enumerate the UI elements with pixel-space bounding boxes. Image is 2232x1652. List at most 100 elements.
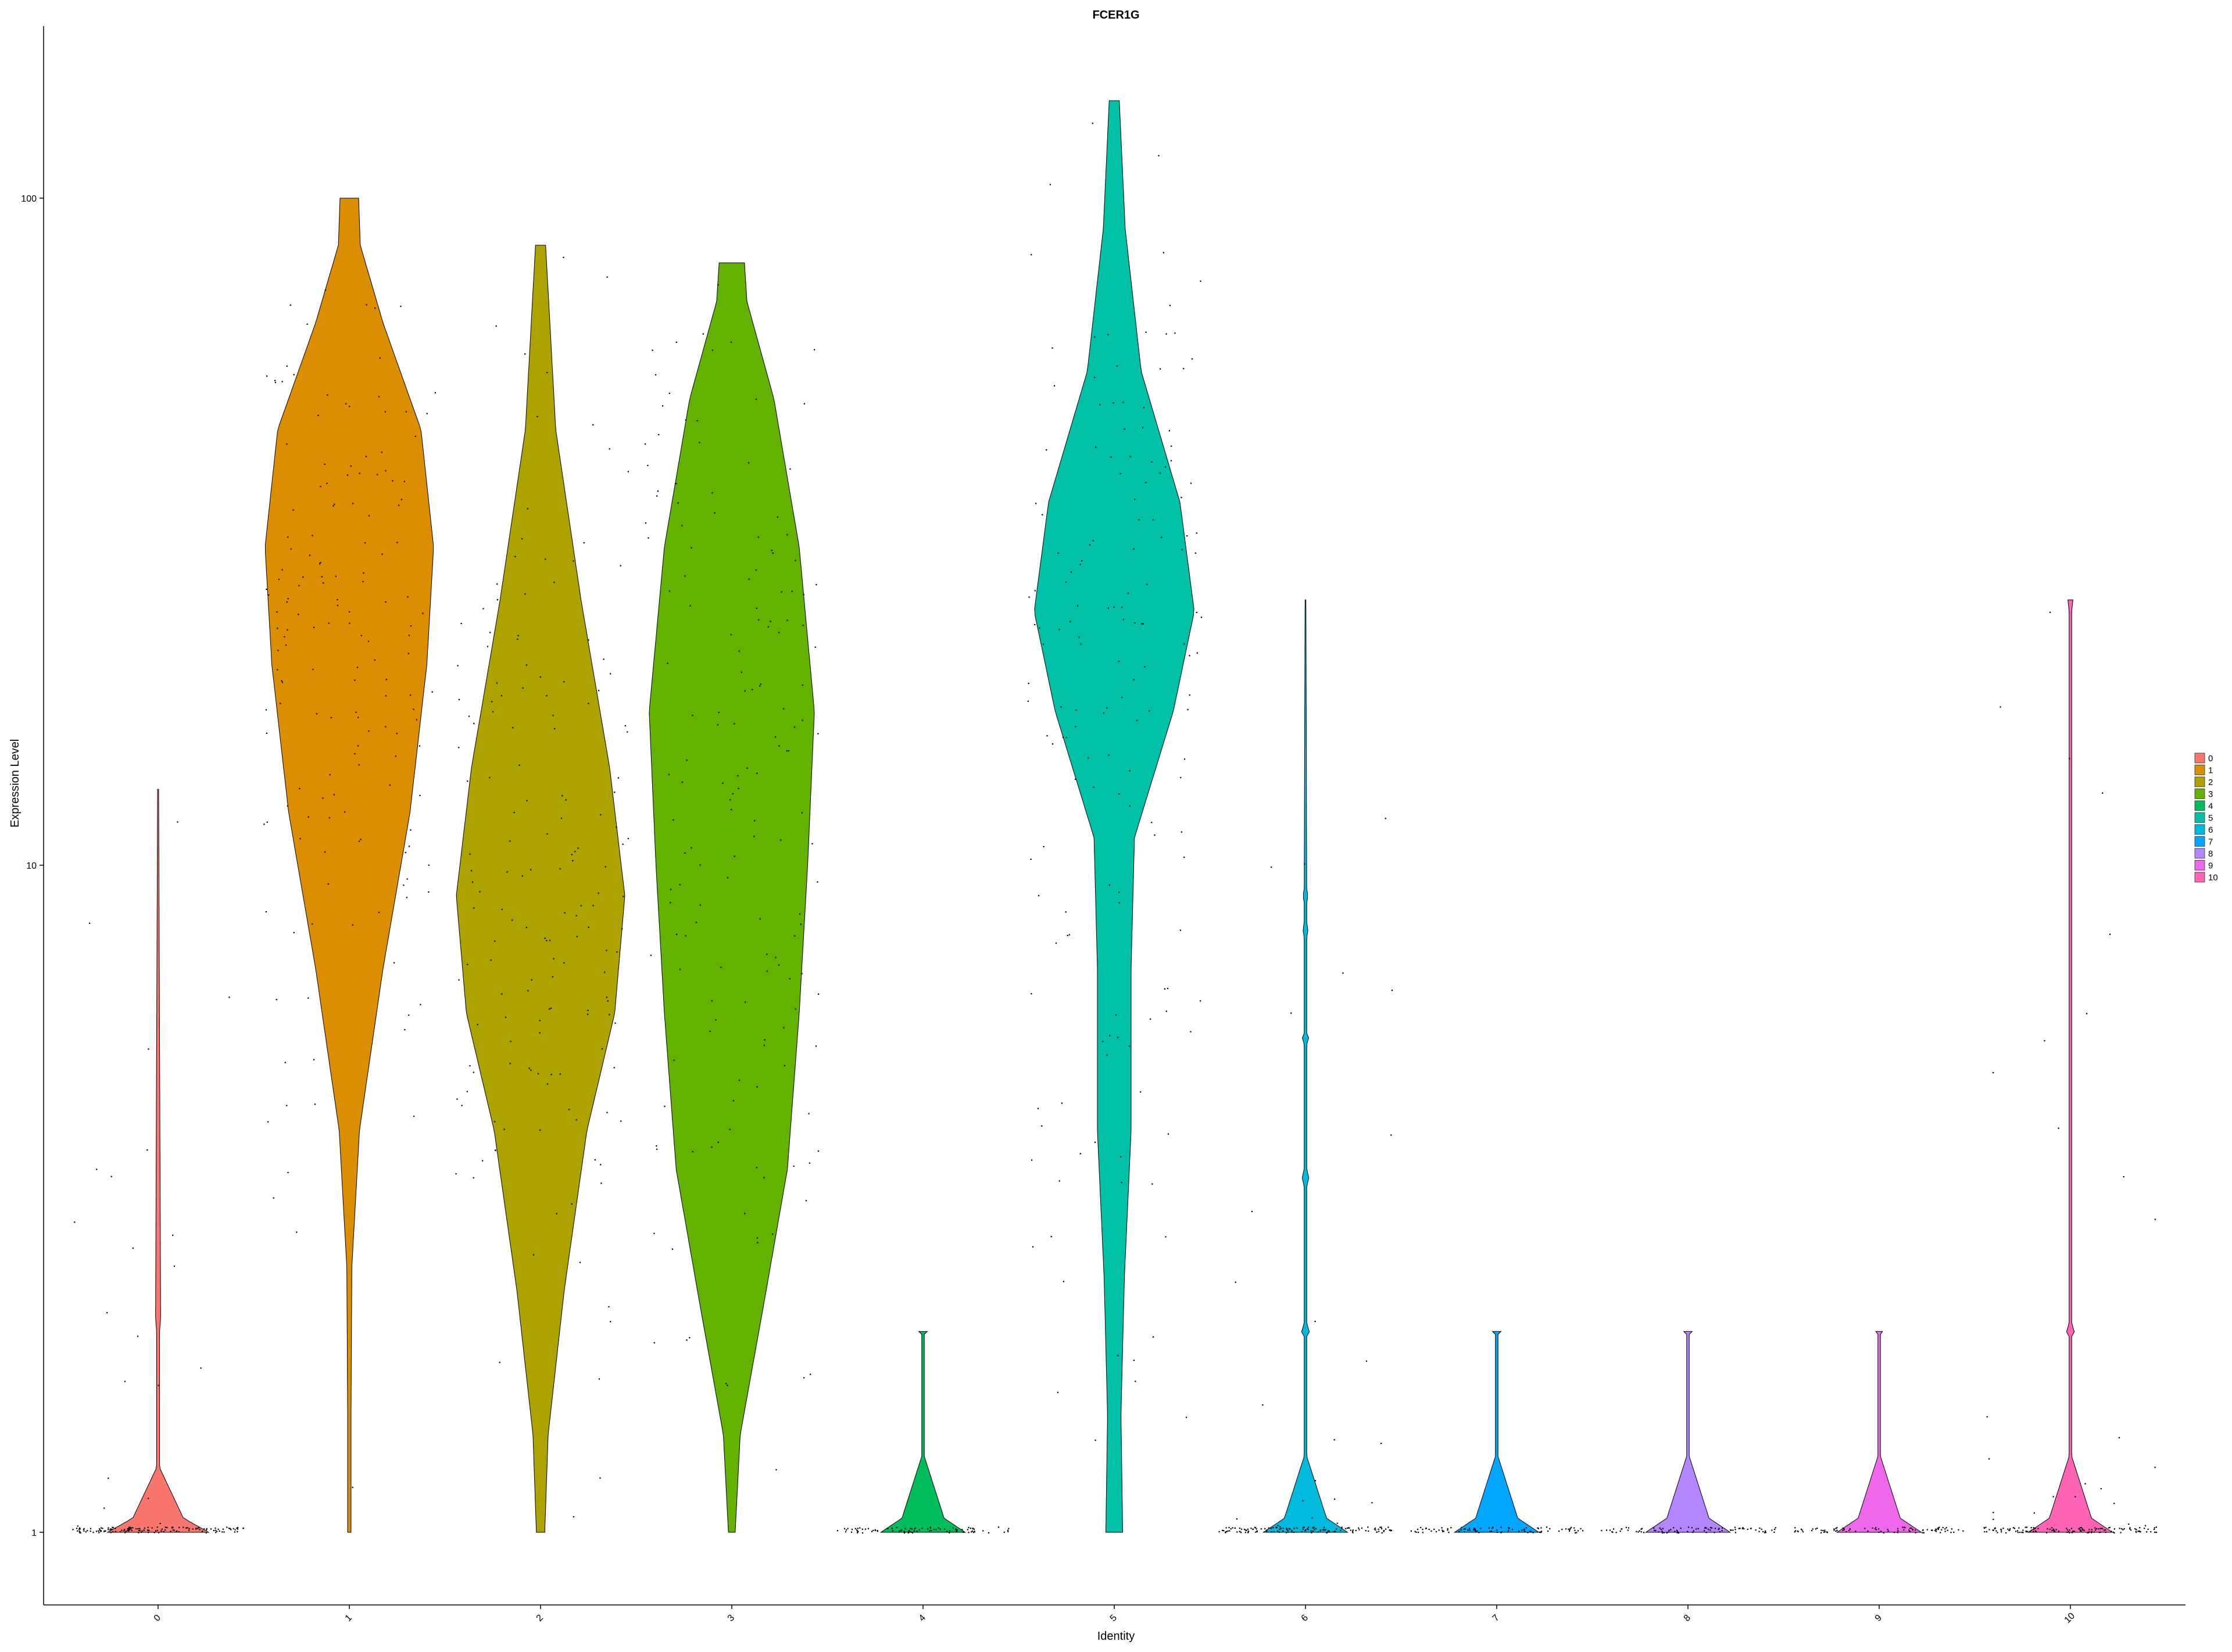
jitter-point	[1312, 1527, 1314, 1529]
jitter-point	[760, 683, 761, 685]
jitter-point	[788, 750, 789, 752]
jitter-point	[1065, 737, 1067, 739]
jitter-point	[1080, 643, 1082, 645]
jitter-point	[2091, 1529, 2092, 1531]
jitter-point	[1849, 1528, 1851, 1530]
jitter-point	[290, 548, 292, 550]
jitter-point	[2066, 1531, 2068, 1533]
jitter-point	[509, 1063, 511, 1065]
jitter-point	[2100, 1488, 2102, 1490]
jitter-point	[1307, 1528, 1309, 1531]
jitter-point	[1417, 1528, 1419, 1530]
jitter-point	[362, 580, 364, 582]
jitter-point	[1902, 1526, 1904, 1528]
jitter-point	[121, 1529, 123, 1531]
jitter-point	[1894, 1532, 1895, 1533]
jitter-point	[490, 959, 492, 961]
jitter-point	[1034, 623, 1036, 626]
jitter-point	[810, 1374, 811, 1375]
jitter-point	[1951, 1528, 1952, 1530]
jitter-point	[2000, 706, 2001, 708]
jitter-point	[1507, 1530, 1510, 1532]
jitter-point	[228, 997, 230, 998]
jitter-point	[1639, 1530, 1640, 1532]
jitter-point	[363, 572, 364, 574]
jitter-point	[378, 912, 380, 913]
jitter-point	[376, 474, 378, 475]
jitter-point	[546, 1083, 549, 1085]
jitter-point	[1277, 1530, 1279, 1532]
jitter-point	[1277, 1525, 1279, 1526]
jitter-point	[1909, 1531, 1911, 1532]
jitter-point	[1747, 1528, 1748, 1530]
jitter-point	[2052, 1529, 2054, 1531]
jitter-point	[1094, 377, 1096, 378]
jitter-point	[1152, 519, 1154, 521]
jitter-point	[734, 723, 735, 725]
jitter-point	[206, 1528, 208, 1529]
jitter-point	[329, 774, 331, 776]
jitter-point	[2009, 1528, 2011, 1530]
jitter-point	[413, 1115, 415, 1117]
jitter-point	[1186, 535, 1188, 537]
jitter-point	[1371, 1502, 1373, 1504]
jitter-point	[337, 599, 338, 601]
jitter-point	[285, 644, 287, 646]
jitter-point	[1527, 1532, 1529, 1533]
jitter-point	[110, 1528, 112, 1530]
jitter-point	[738, 650, 740, 652]
jitter-point	[1030, 858, 1032, 860]
jitter-point	[1823, 1531, 1825, 1533]
jitter-point	[805, 1200, 807, 1202]
jitter-point	[1226, 1531, 1228, 1532]
jitter-point	[1122, 619, 1124, 621]
jitter-point	[1420, 1526, 1422, 1528]
jitter-point	[526, 800, 528, 801]
jitter-point	[1794, 1531, 1795, 1533]
jitter-point	[306, 323, 308, 325]
jitter-point	[1129, 770, 1131, 772]
jitter-point	[1244, 1529, 1247, 1531]
legend-label: 4	[2208, 801, 2213, 811]
jitter-point	[2080, 1530, 2082, 1532]
jitter-point	[1995, 1530, 1997, 1532]
jitter-point	[1311, 1517, 1313, 1519]
jitter-point	[1937, 1528, 1938, 1529]
jitter-point	[128, 1527, 130, 1529]
jitter-point	[1290, 1012, 1292, 1014]
jitter-point	[1425, 1528, 1427, 1529]
jitter-point	[1988, 1458, 1990, 1460]
jitter-point	[2108, 1527, 2109, 1529]
jitter-point	[877, 1529, 878, 1532]
jitter-point	[2058, 1127, 2059, 1129]
jitter-point	[2113, 1503, 2115, 1504]
jitter-point	[530, 1069, 532, 1071]
jitter-point	[1302, 1500, 1304, 1502]
jitter-point	[1872, 1527, 1873, 1529]
jitter-point	[352, 924, 353, 926]
jitter-point	[200, 1367, 202, 1369]
jitter-point	[1239, 1531, 1240, 1532]
jitter-point	[898, 1531, 900, 1533]
jitter-point	[148, 1532, 149, 1533]
violin-3	[649, 262, 815, 1533]
jitter-point	[1180, 777, 1182, 779]
jitter-point	[717, 1141, 719, 1143]
jitter-point	[302, 576, 304, 578]
jitter-point	[1936, 1531, 1937, 1532]
jitter-point	[738, 1080, 741, 1081]
jitter-point	[2130, 1529, 2132, 1531]
jitter-point	[1993, 1518, 1994, 1520]
jitter-point	[1247, 1528, 1249, 1530]
jitter-point	[874, 1529, 877, 1531]
jitter-point	[1730, 1529, 1732, 1531]
jitter-point	[234, 1531, 236, 1533]
jitter-point	[610, 673, 611, 675]
jitter-point	[759, 918, 761, 920]
jitter-point	[381, 553, 383, 555]
jitter-point	[289, 304, 291, 306]
jitter-point	[744, 1213, 746, 1214]
jitter-point	[2079, 1529, 2081, 1531]
jitter-point	[814, 349, 815, 350]
